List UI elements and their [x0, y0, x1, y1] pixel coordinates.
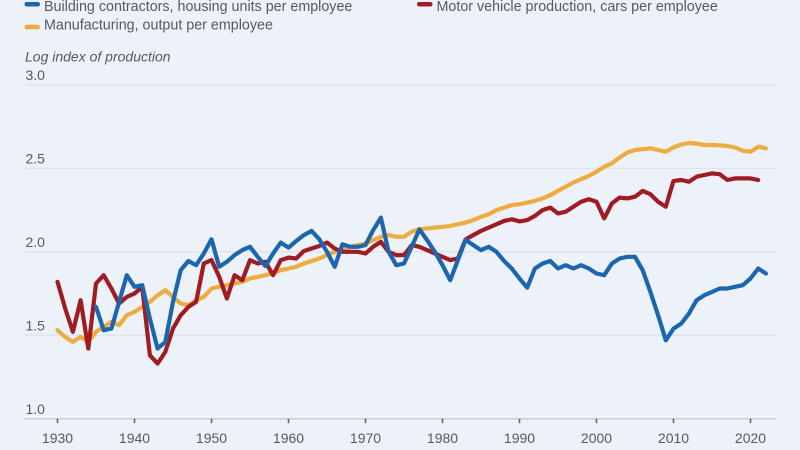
- svg-text:1980: 1980: [427, 430, 458, 446]
- svg-text:2.5: 2.5: [26, 151, 46, 167]
- svg-text:2020: 2020: [735, 430, 766, 446]
- svg-text:1.5: 1.5: [26, 318, 46, 334]
- svg-text:Manufacturing, output per empl: Manufacturing, output per employee: [44, 18, 273, 34]
- svg-text:1950: 1950: [196, 430, 227, 446]
- svg-text:2000: 2000: [581, 430, 612, 446]
- svg-text:Log index of production: Log index of production: [25, 49, 171, 65]
- svg-text:2010: 2010: [658, 430, 689, 446]
- svg-text:3.0: 3.0: [26, 67, 46, 83]
- svg-text:1960: 1960: [273, 430, 304, 446]
- svg-text:Motor vehicle production, cars: Motor vehicle production, cars per emplo…: [437, 0, 718, 15]
- svg-text:1940: 1940: [119, 430, 150, 446]
- svg-text:Building contractors, housing: Building contractors, housing units per …: [44, 0, 352, 15]
- svg-text:2.0: 2.0: [26, 234, 46, 250]
- svg-text:1970: 1970: [350, 430, 381, 446]
- svg-text:1930: 1930: [42, 430, 73, 446]
- svg-text:1.0: 1.0: [26, 401, 46, 417]
- svg-text:1990: 1990: [504, 430, 535, 446]
